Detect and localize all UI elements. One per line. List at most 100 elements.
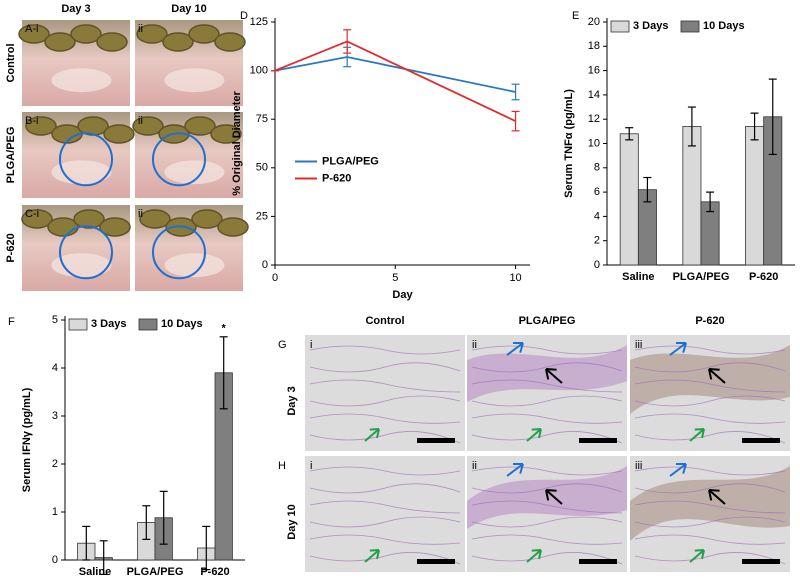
intestine <box>25 116 57 136</box>
histology-image <box>467 335 627 451</box>
fiber <box>471 500 623 514</box>
error-bar <box>750 112 759 141</box>
scale-bar <box>417 438 455 443</box>
legend-swatch <box>680 20 700 33</box>
intestine <box>73 209 105 229</box>
intestine <box>136 24 168 44</box>
arrow <box>526 549 542 563</box>
tissue-band <box>630 466 790 541</box>
x-tick-label: Saline <box>622 271 654 283</box>
tissue-highlight <box>51 68 112 93</box>
y-tick-label: 0 <box>262 259 268 271</box>
fiber <box>471 552 623 565</box>
photo-tag: ii <box>138 115 143 127</box>
fiber <box>634 362 786 373</box>
intestine <box>18 24 50 44</box>
y-tick-label: 8 <box>594 162 600 174</box>
fiber <box>309 483 461 494</box>
y-tick-label: 25 <box>256 210 268 222</box>
intestine <box>21 209 53 229</box>
row-label: Day 3 <box>286 386 298 415</box>
y-tick-label: 14 <box>588 89 600 101</box>
column-label: Day 3 <box>61 3 90 15</box>
intestine <box>210 124 242 144</box>
arrow <box>526 428 542 442</box>
error-bar <box>343 29 352 54</box>
x-tick-label: 10 <box>509 272 521 284</box>
column-label: Control <box>365 315 404 327</box>
tissue-highlight <box>51 160 112 185</box>
tissue-highlight <box>164 253 225 278</box>
fiber <box>309 431 461 444</box>
arrow <box>506 342 524 356</box>
legend-swatch <box>610 20 630 33</box>
legend-swatch <box>138 318 158 331</box>
fiber <box>471 534 623 545</box>
y-axis-label: Serum TNFα (pg/mL) <box>563 89 575 198</box>
legend-label: 3 Days <box>91 318 126 330</box>
photo-tag: ii <box>138 208 143 220</box>
y-tick-label: 6 <box>594 186 600 198</box>
panel-label: G <box>278 339 287 351</box>
scale-bar <box>579 438 617 443</box>
y-tick-label: 10 <box>588 137 600 149</box>
row-label: PLGA/PEG <box>5 127 17 184</box>
intestine <box>139 209 171 229</box>
row-label: Day 10 <box>286 504 298 539</box>
error-bar <box>99 540 108 576</box>
y-tick-label: 75 <box>256 113 268 125</box>
fiber <box>634 345 786 355</box>
column-label: Day 10 <box>171 3 206 15</box>
arrow <box>545 368 563 384</box>
y-axis-label: % Original Diameter <box>231 91 243 196</box>
x-tick-label: P-620 <box>200 566 229 578</box>
scale-bar <box>417 559 455 564</box>
legend-label: 10 Days <box>161 318 203 330</box>
photo-tag: B-i <box>25 115 38 127</box>
intestine <box>96 32 128 52</box>
fiber <box>471 379 623 393</box>
implant-circle <box>59 132 113 187</box>
arrow <box>364 428 380 442</box>
x-tick-label: PLGA/PEG <box>127 566 184 578</box>
arrow <box>506 463 524 477</box>
intestine <box>44 32 76 52</box>
fiber <box>309 500 461 514</box>
photo-tag: A-i <box>25 23 38 35</box>
tissue-highlight <box>51 253 112 278</box>
y-tick-label: 3 <box>52 410 58 422</box>
x-axis-label: Day <box>392 289 413 301</box>
fiber <box>471 395 623 407</box>
fiber <box>471 345 623 355</box>
legend-label: 3 Days <box>633 20 668 32</box>
bar <box>619 133 639 266</box>
image-tag: i <box>310 460 312 472</box>
legend-label: PLGA/PEG <box>322 155 379 167</box>
error-bar <box>687 106 696 147</box>
fiber <box>309 516 461 528</box>
intestine <box>184 116 216 136</box>
fiber <box>309 345 461 355</box>
bar <box>682 126 702 266</box>
error-bar <box>768 78 777 156</box>
row-label: Control <box>5 43 17 82</box>
line <box>274 40 516 122</box>
arrow <box>689 428 705 442</box>
fiber <box>309 466 461 476</box>
error-bar <box>142 505 151 540</box>
fiber <box>634 395 786 407</box>
error-bar <box>511 110 520 132</box>
intestine <box>162 32 194 52</box>
image-tag: i <box>310 339 312 351</box>
intestine <box>191 209 223 229</box>
fiber <box>634 466 786 476</box>
panel-label: D <box>240 10 248 22</box>
image-tag: iii <box>635 460 642 472</box>
column-label: P-620 <box>695 315 724 327</box>
fiber <box>634 413 786 424</box>
error-bar <box>643 176 652 203</box>
intestine <box>103 124 135 144</box>
x-tick-label: 5 <box>392 272 398 284</box>
fiber <box>471 466 623 476</box>
